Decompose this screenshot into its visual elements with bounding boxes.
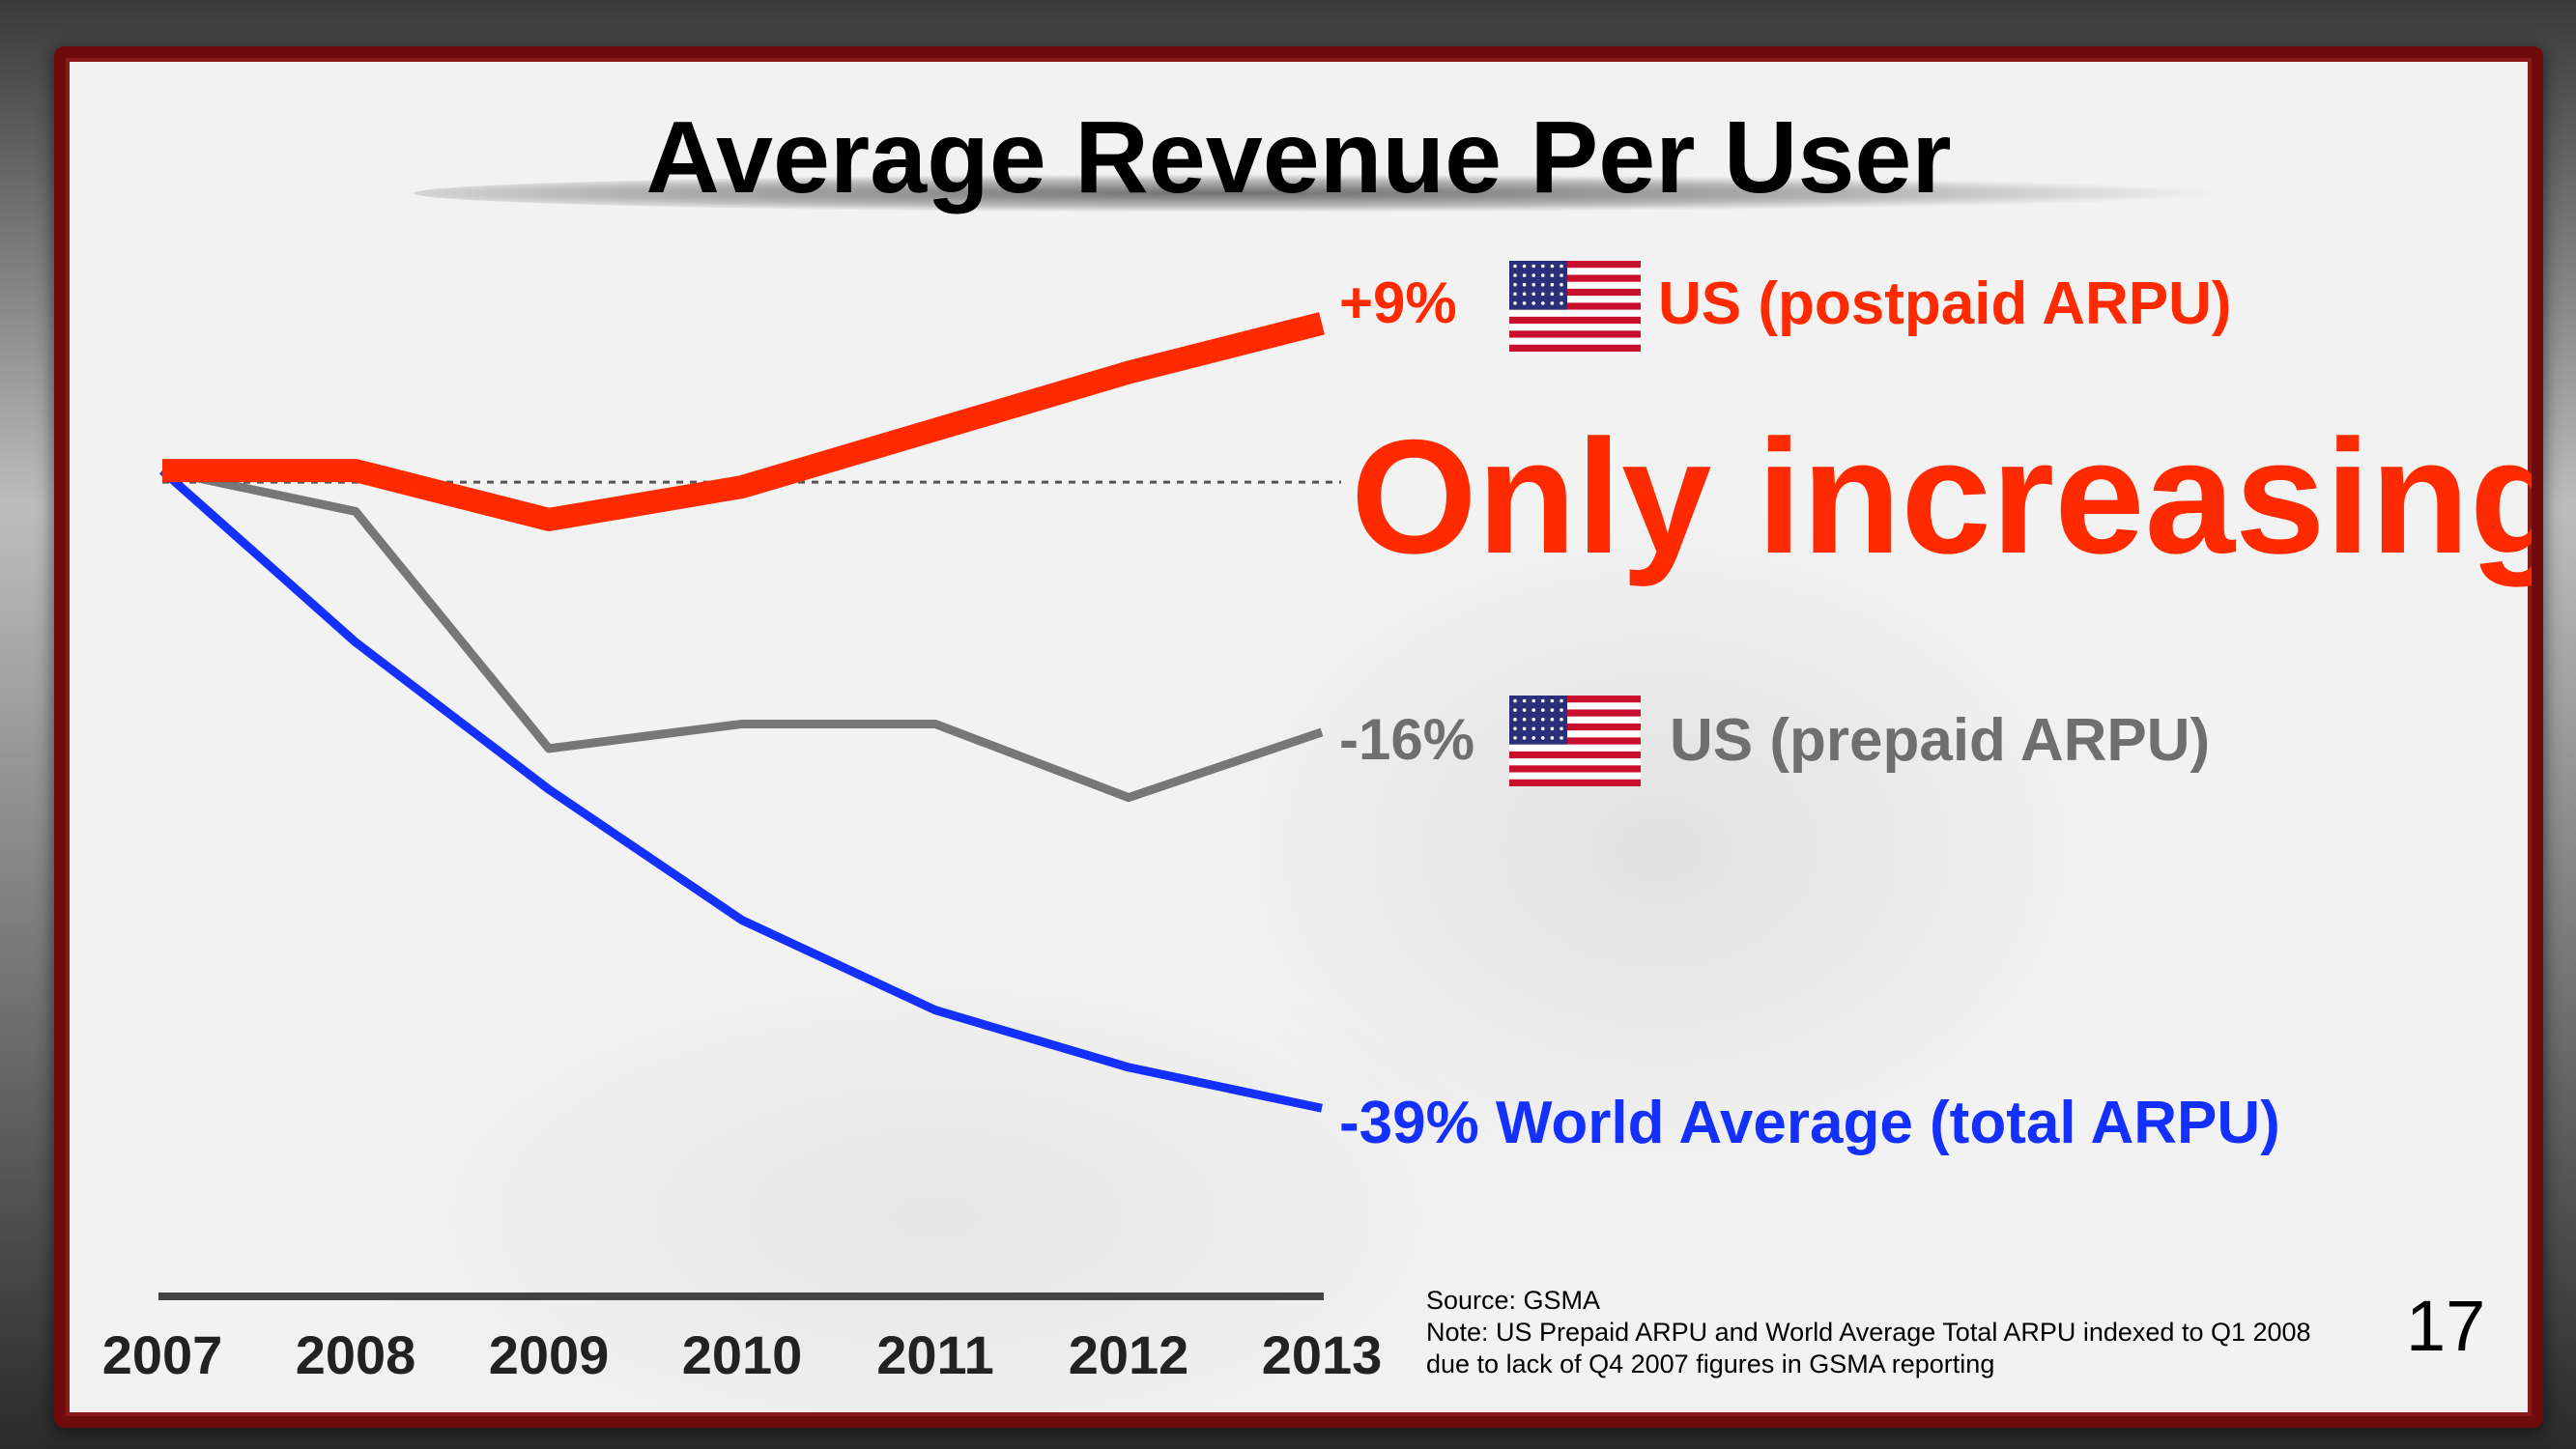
slide: Average Revenue Per User 2007 2008 2009 201… — [54, 46, 2543, 1428]
x-tick-label-2012: 2012 — [1069, 1324, 1189, 1385]
postpaid-series-label: US (postpaid ARPU) — [1658, 270, 2232, 337]
x-tick-label-2007: 2007 — [102, 1324, 223, 1385]
note-line: Note: US Prepaid ARPU and World Average … — [1426, 1318, 2311, 1347]
prepaid-series-line — [161, 466, 1324, 803]
x-tick-label-2011: 2011 — [876, 1324, 994, 1385]
us-flag-icon — [1509, 696, 1641, 786]
x-tick-label-2010: 2010 — [682, 1324, 803, 1385]
source-note: Source: GSMA Note: US Prepaid ARPU and W… — [1426, 1285, 2311, 1380]
x-tick-label-2008: 2008 — [296, 1324, 416, 1385]
prepaid-series-label: US (prepaid ARPU) — [1670, 707, 2211, 774]
page-title: Average Revenue Per User — [645, 100, 1952, 214]
postpaid-change-label: +9% — [1339, 270, 1457, 335]
prepaid-change-label: -16% — [1339, 707, 1475, 772]
world-change-label: -39% — [1339, 1090, 1479, 1156]
title-underline — [414, 174, 2230, 213]
x-tick-label-2013: 2013 — [1262, 1324, 1383, 1385]
line-chart: 2007 2008 2009 2010 2011 2012 2013 — [102, 312, 1383, 1385]
postpaid-series-line — [162, 312, 1325, 531]
note-line-continued: due to lack of Q4 2007 figures in GSMA r… — [1426, 1350, 1995, 1378]
x-tick-label-2009: 2009 — [489, 1324, 610, 1385]
world-series-name: World Average (total ARPU) — [1495, 1090, 2280, 1156]
page-number: 17 — [2406, 1286, 2486, 1366]
source-line: Source: GSMA — [1426, 1286, 1601, 1315]
headline-callout: Only increasing — [1351, 406, 2543, 587]
world-series-label: -39% World Average (total ARPU) — [1339, 1094, 2280, 1153]
us-flag-icon — [1509, 261, 1641, 352]
